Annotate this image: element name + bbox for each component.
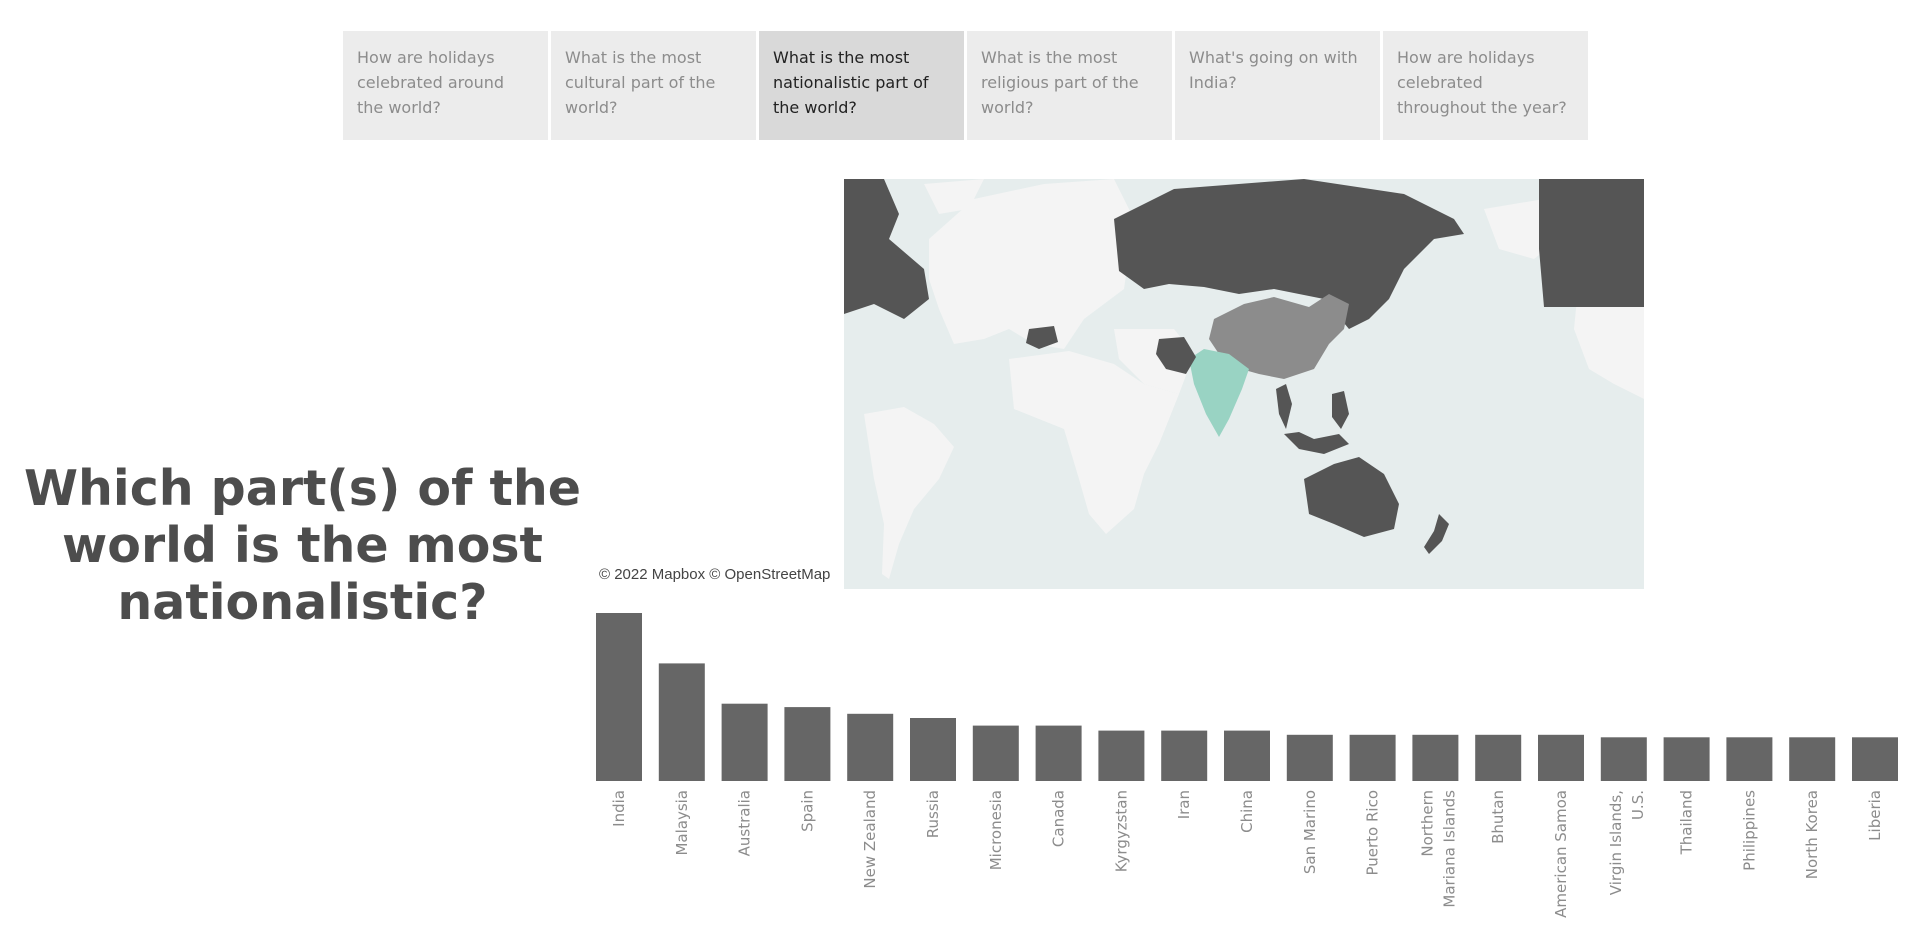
map-country-russia [1114, 179, 1464, 329]
bar-label: Canada [1050, 790, 1068, 847]
map-land-greenland [924, 179, 984, 214]
bar-liberia[interactable] [1852, 737, 1898, 781]
map-country-thailand [1276, 384, 1292, 429]
bar-label: Bhutan [1489, 790, 1507, 844]
map-country-china [1209, 294, 1349, 379]
bar-iran[interactable] [1161, 730, 1208, 781]
map-land-north-america [1574, 279, 1644, 399]
bar-new-zealand[interactable] [847, 713, 894, 781]
map-land-south-america [864, 407, 954, 579]
bar-label: Liberia [1866, 790, 1884, 841]
bar-label: Kyrgyzstan [1112, 790, 1130, 872]
bar-north-korea[interactable] [1789, 737, 1836, 781]
story-tab-3[interactable]: What is the most nationalistic part of t… [759, 31, 964, 140]
bar-label: American Samoa [1552, 790, 1570, 918]
map-country-canada [844, 179, 929, 319]
story-tab-5[interactable]: What's going on with India? [1175, 31, 1380, 140]
bar-label: China [1238, 790, 1256, 833]
map-country-australia [1304, 457, 1399, 537]
map-attribution: © 2022 Mapbox © OpenStreetMap [595, 564, 835, 585]
map-country-canada-west [1539, 179, 1644, 307]
map-country-new-zealand [1424, 514, 1449, 554]
bar-san-marino[interactable] [1286, 734, 1333, 781]
map-country-india [1189, 349, 1249, 437]
bar-russia[interactable] [910, 718, 956, 781]
story-tab-6[interactable]: How are holidays celebrated throughout t… [1383, 31, 1588, 140]
story-tab-2[interactable]: What is the most cultural part of the wo… [551, 31, 756, 140]
map-land-africa [1009, 351, 1179, 534]
bar-kyrgyzstan[interactable] [1098, 730, 1145, 781]
story-tab-1[interactable]: How are holidays celebrated around the w… [343, 31, 548, 140]
map-land-europe [929, 179, 1134, 349]
bar-label: Spain [798, 790, 816, 832]
bar-label: Micronesia [987, 790, 1005, 870]
bar-thailand[interactable] [1663, 737, 1710, 781]
bar-micronesia[interactable] [972, 725, 1019, 781]
map-country-spain [1026, 326, 1058, 349]
bar-label: Russia [924, 790, 942, 838]
world-map[interactable] [844, 179, 1644, 589]
bar-label: Northern Mariana Islands [1418, 790, 1458, 908]
bar-virgin-islands-u-s[interactable] [1600, 737, 1647, 781]
bar-northern-mariana-islands[interactable] [1412, 734, 1459, 781]
bar-label: India [610, 790, 628, 827]
bar-canada[interactable] [1035, 725, 1082, 781]
map-country-philippines [1332, 391, 1349, 429]
bar-china[interactable] [1224, 730, 1270, 781]
bar-spain[interactable] [784, 707, 831, 781]
story-navigation: How are holidays celebrated around the w… [343, 31, 1588, 140]
bar-bhutan[interactable] [1475, 734, 1522, 781]
bar-label: Philippines [1740, 790, 1758, 871]
map-country-iran [1156, 337, 1196, 374]
bar-label: Virgin Islands, U.S. [1607, 790, 1647, 895]
bar-chart: India Malaysia Australia Spain New Zealand Ru… [596, 613, 1898, 918]
story-tab-4[interactable]: What is the most religious part of the w… [967, 31, 1172, 140]
bar-label: New Zealand [861, 790, 879, 889]
map-country-malaysia [1284, 432, 1349, 454]
bar-puerto-rico[interactable] [1349, 734, 1396, 781]
bar-label: Malaysia [673, 790, 691, 856]
bar-label: San Marino [1301, 790, 1319, 874]
bar-australia[interactable] [721, 703, 768, 781]
bar-american-samoa[interactable] [1538, 734, 1584, 781]
bar-india[interactable] [596, 613, 642, 781]
page-title: Which part(s) of the world is the most n… [23, 460, 582, 631]
bar-malaysia[interactable] [658, 663, 705, 781]
bar-label: Puerto Rico [1364, 790, 1382, 876]
bar-label: Thailand [1678, 790, 1696, 855]
bar-label: North Korea [1803, 790, 1821, 879]
bar-philippines[interactable] [1726, 737, 1773, 781]
bar-label: Iran [1175, 790, 1193, 819]
bar-label: Australia [736, 790, 754, 856]
